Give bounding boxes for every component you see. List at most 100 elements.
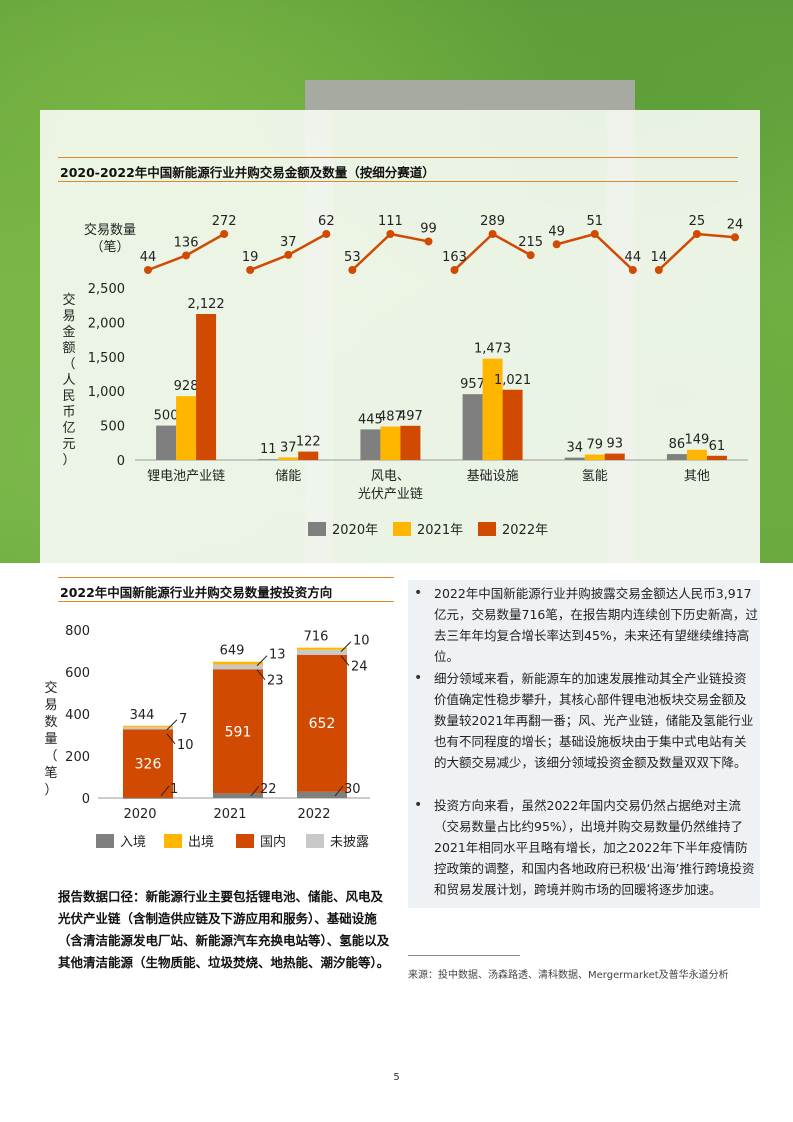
chart2-callout-line xyxy=(256,655,268,667)
chart2-callout-line xyxy=(250,785,260,797)
chart2-inbound-value: 30 xyxy=(344,782,361,797)
chart1-count-value: 14 xyxy=(651,250,668,265)
chart2-stack-segment xyxy=(213,793,263,798)
chart1-bar xyxy=(604,453,625,460)
chart1-count-value: 215 xyxy=(518,235,543,250)
chart1-bar xyxy=(176,396,197,460)
chart1-bar-value: 61 xyxy=(709,439,726,454)
chart1-bar xyxy=(196,314,217,460)
chart1-ylabel-char: 民 xyxy=(62,389,75,404)
chart1-category-label: 其他 xyxy=(684,469,710,484)
bullet-glyph: • xyxy=(414,670,423,686)
chart1-count-value: 24 xyxy=(727,217,744,232)
chart2-stack-segment xyxy=(213,661,263,665)
chart2-ylabel-char: 量 xyxy=(44,732,57,747)
chart1-panel: 2020-2022年中国新能源行业并购交易金额及数量（按细分赛道） 交易金额（人… xyxy=(40,110,760,563)
chart1-ylabel-char: 人 xyxy=(62,373,75,388)
chart2-ytick-label: 200 xyxy=(65,750,90,765)
chart1-ytick-label: 2,500 xyxy=(88,282,125,297)
chart2-stack-segment xyxy=(297,649,347,655)
chart1-bar xyxy=(400,425,421,460)
chart2-legend-label: 出境 xyxy=(188,835,214,850)
chart1-ytick-label: 1,500 xyxy=(88,351,125,366)
chart1-count-point xyxy=(220,230,229,238)
chart2-stack-segment xyxy=(213,669,263,794)
chart2-callout-line xyxy=(166,719,178,731)
chart1-count-point xyxy=(731,233,739,242)
chart1-category-label: 氢能 xyxy=(582,469,608,484)
chart1-bar xyxy=(686,449,707,460)
chart1-rule-top xyxy=(58,157,738,158)
bullet-2: 细分领域来看，新能源车的加速发展推动其全产业链投资价值确定性稳步攀升，其核心部件… xyxy=(434,671,754,770)
chart1-count-line xyxy=(657,232,736,271)
chart1-count-value: 136 xyxy=(174,235,199,250)
chart1-count-value: 37 xyxy=(280,235,297,250)
chart1-count-value: 62 xyxy=(318,214,335,229)
chart2-ylabel-char: 交 xyxy=(44,680,57,696)
chart2-stack-segment xyxy=(123,729,173,798)
bullet-1: 2022年中国新能源行业并购披露交易金额达人民币3,917亿元，交易数量716笔… xyxy=(434,586,758,664)
chart1-bar-value: 497 xyxy=(398,409,423,424)
chart1-category-label: 光伏产业链 xyxy=(358,487,423,502)
chart1-count-point xyxy=(424,237,433,246)
chart1-bar xyxy=(380,426,401,460)
chart1-bar-value: 1,473 xyxy=(474,342,511,357)
chart1-count-value: 19 xyxy=(242,250,259,265)
chart1-ylabel-char: 额 xyxy=(62,341,75,356)
chart1-bar xyxy=(360,429,381,460)
chart2-ytick-label: 600 xyxy=(65,666,90,681)
chart2-category-label: 2022 xyxy=(297,807,330,822)
chart1-ytick-label: 500 xyxy=(100,420,125,435)
chart1-title: 2020-2022年中国新能源行业并购交易金额及数量（按细分赛道） xyxy=(60,165,435,180)
chart2-undisclosed-value: 10 xyxy=(177,738,194,753)
chart2-outbound-value: 13 xyxy=(269,648,286,663)
chart1-bar xyxy=(462,394,483,460)
chart1-ytick-label: 2,000 xyxy=(88,316,125,331)
summary-box: • 2022年中国新能源行业并购披露交易金额达人民币3,917亿元，交易数量71… xyxy=(408,580,760,908)
chart2-callout-line xyxy=(256,669,266,681)
chart1-legend-label: 2022年 xyxy=(502,523,548,538)
chart1-count-line xyxy=(351,232,429,271)
chart2-callout-line xyxy=(334,785,344,797)
chart1-ylabel-char: 易 xyxy=(62,309,75,324)
chart2-legend-swatch xyxy=(306,834,324,848)
chart1-count-value: 289 xyxy=(480,214,505,229)
chart1-bar-value: 445 xyxy=(358,412,383,427)
chart2-ylabel-char: 数 xyxy=(44,715,57,730)
chart2-undisclosed-value: 24 xyxy=(351,660,368,675)
chart1-ytick-label: 0 xyxy=(117,454,125,469)
chart1-bar-value: 500 xyxy=(154,409,179,424)
chart1-category-label: 储能 xyxy=(275,469,301,484)
chart1-count-point xyxy=(654,266,663,274)
chart2-category-label: 2021 xyxy=(213,807,246,822)
chart2-legend-label: 国内 xyxy=(260,834,286,850)
chart1-count-value: 44 xyxy=(625,250,642,265)
background-wall-top xyxy=(305,80,635,110)
chart1-count-point xyxy=(692,230,701,238)
chart1-ylabel-char: 交 xyxy=(62,292,75,308)
chart1-count-point xyxy=(590,230,599,238)
chart2-ylabel-char: 易 xyxy=(44,698,57,713)
chart1-ylabel-char: 亿 xyxy=(62,421,75,436)
chart1-bar-value: 1,021 xyxy=(494,373,531,388)
chart2-stack-segment xyxy=(123,727,173,730)
chart1-bar-value: 86 xyxy=(669,437,686,452)
chart2-total-value: 344 xyxy=(130,708,155,723)
chart2-ytick-label: 0 xyxy=(82,792,90,807)
chart1-count-value: 272 xyxy=(212,214,237,229)
chart1-legend-swatch xyxy=(308,522,326,536)
chart2-callout-line xyxy=(166,733,176,745)
chart2-ylabel-char: 笔 xyxy=(44,765,57,781)
chart1-bar xyxy=(482,358,503,460)
chart1-count-point xyxy=(348,266,357,274)
chart2-stack-segment xyxy=(123,725,173,728)
chart2-legend-swatch xyxy=(164,834,182,848)
bullet-glyph: • xyxy=(414,797,423,813)
chart1-count-value: 51 xyxy=(586,214,603,229)
chart1-count-line xyxy=(556,232,634,271)
chart1-count-point xyxy=(246,266,255,274)
chart2-outbound-value: 7 xyxy=(179,712,187,727)
chart2-stack-segment xyxy=(213,664,263,670)
chart1-count-point xyxy=(488,230,497,238)
chart1-ylabel-char: 金 xyxy=(62,324,75,340)
